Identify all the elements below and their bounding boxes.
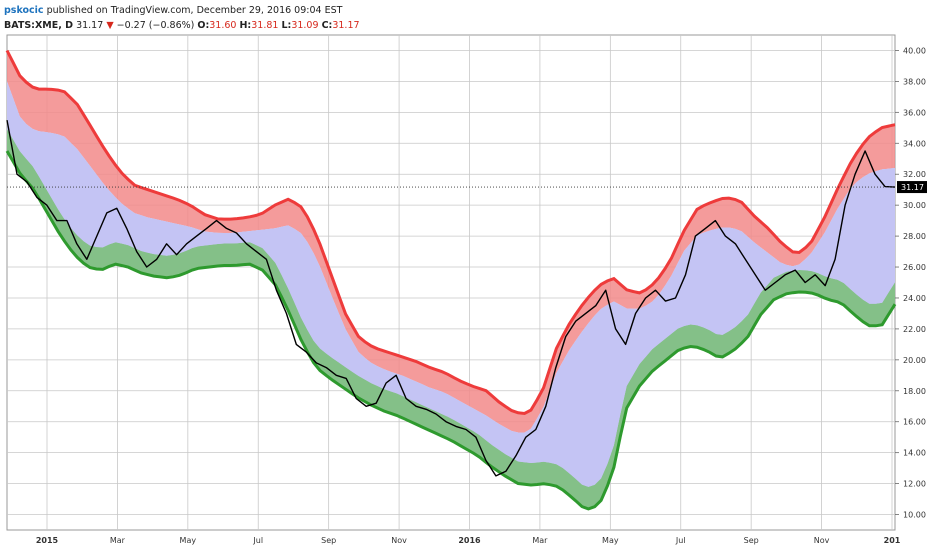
y-tick-label: 30.00 (903, 201, 926, 210)
low-label: L: (281, 20, 292, 31)
y-tick-label: 34.00 (903, 139, 926, 148)
last-price: 31.17 (76, 20, 104, 31)
x-tick-label: 2016 (458, 536, 481, 545)
y-tick-label: 26.00 (903, 263, 926, 272)
price-line (6, 119, 896, 477)
username-link[interactable]: pskocic (4, 5, 44, 16)
y-tick-label: 16.00 (903, 418, 926, 427)
x-axis: 2015 Mar May Jul Sep Nov 2016 Mar May Jul Sep Nov 20… (36, 536, 901, 545)
upper-band-line (5, 49, 896, 416)
x-tick-label: May (602, 536, 619, 545)
published-text: published on TradingView.com, December 2… (46, 5, 343, 16)
x-tick-label: 2015 (36, 536, 59, 545)
y-tick-label: 18.00 (903, 387, 926, 396)
close-label: C: (321, 20, 333, 31)
y-tick-label: 14.00 (903, 449, 926, 458)
y-tick-label: 36.00 (903, 108, 926, 117)
last-price-badge-label: 31.17 (901, 183, 924, 192)
x-tick-label: Jul (675, 536, 686, 545)
x-tick-label: Jul (252, 536, 263, 545)
x-tick-label: Sep (321, 536, 336, 545)
y-tick-label: 20.00 (903, 356, 926, 365)
low-value: 31.09 (291, 20, 319, 31)
y-tick-label: 10.00 (903, 511, 926, 520)
middle-band-fill-top (7, 81, 895, 487)
x-tick-label: May (180, 536, 197, 545)
x-tick-label: Nov (391, 536, 407, 545)
last-price-badge: 31.17 (897, 181, 927, 194)
x-tick-label: Mar (532, 536, 548, 545)
lower-band-line (5, 150, 897, 511)
close-value: 31.17 (332, 20, 360, 31)
price-change: −0.27 (−0.86%) (116, 20, 195, 31)
x-tick-label: Sep (744, 536, 759, 545)
high-value: 31.81 (251, 20, 279, 31)
publisher-header: pskocic published on TradingView.com, De… (4, 3, 342, 18)
y-tick-label: 24.00 (903, 294, 926, 303)
y-tick-label: 28.00 (903, 232, 926, 241)
y-tick-label: 12.00 (903, 480, 926, 489)
symbol-ohlc-bar: BATS:XME, D 31.17 ▼ −0.27 (−0.86%) O:31.… (4, 18, 360, 33)
y-tick-label: 38.00 (903, 77, 926, 86)
y-axis: 10.00 12.00 14.00 16.00 18.00 20.00 22.00 24.00… (895, 46, 926, 520)
open-value: 31.60 (209, 20, 237, 31)
x-tick-label: 201 (884, 536, 901, 545)
y-tick-label: 22.00 (903, 325, 926, 334)
y-tick-label: 40.00 (903, 46, 926, 55)
lower-band-fill (7, 129, 895, 509)
open-label: O: (197, 20, 210, 31)
x-tick-label: Nov (814, 536, 830, 545)
high-label: H: (239, 20, 252, 31)
down-arrow-icon: ▼ (106, 20, 114, 31)
symbol-label[interactable]: BATS:XME, D (4, 20, 74, 31)
band-lines (5, 49, 897, 511)
y-tick-label: 32.00 (903, 170, 926, 179)
last-price-badge-bg (897, 181, 927, 194)
x-tick-label: Mar (110, 536, 126, 545)
